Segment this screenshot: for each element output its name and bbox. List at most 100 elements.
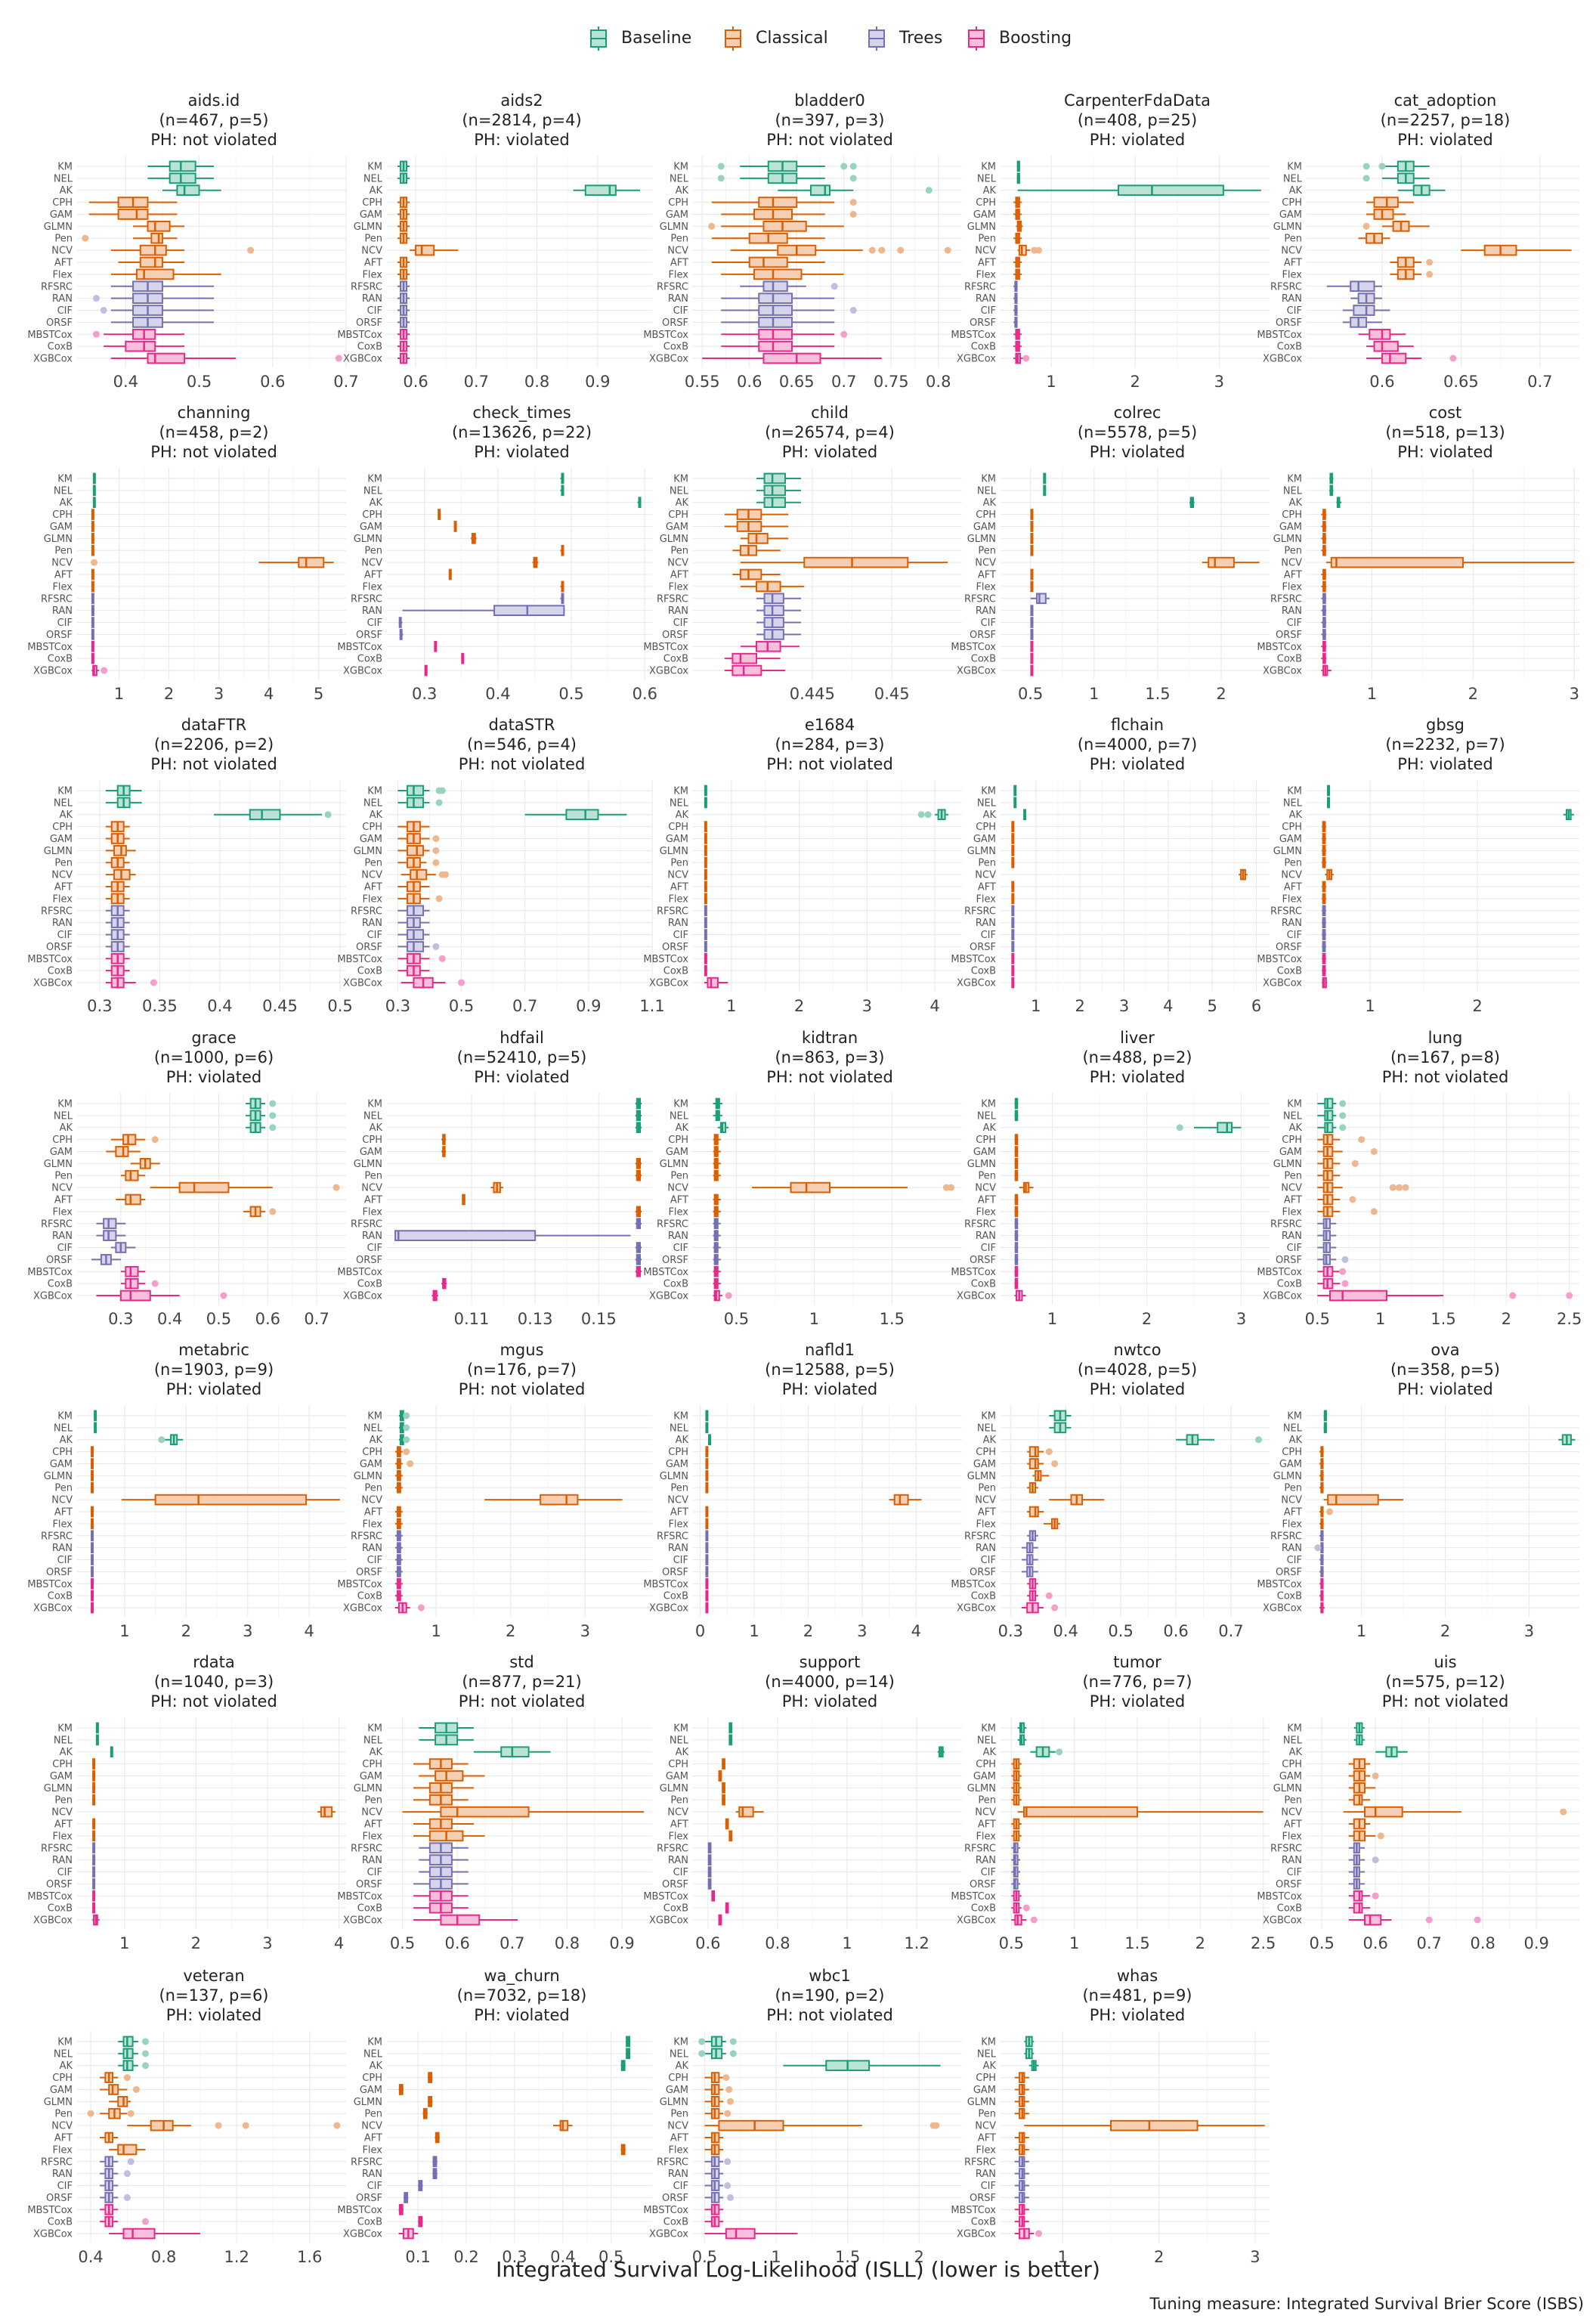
box-xgbcox: [398, 2228, 419, 2240]
box-gam: [441, 1146, 447, 1157]
x-tick-label: 4: [264, 685, 274, 703]
box-ncv: [740, 556, 948, 568]
row-label: AK: [370, 1747, 383, 1758]
box-mbstcox: [1321, 640, 1327, 652]
x-tick-label: 1: [1047, 1310, 1057, 1328]
x-tick-label: 4: [1163, 997, 1173, 1015]
row-label: RAN: [976, 605, 996, 617]
box-gam: [1011, 833, 1015, 844]
row-label: MBSTCox: [27, 1891, 73, 1902]
box-iqr: [117, 2144, 138, 2156]
box-rfsrc: [1321, 593, 1327, 605]
row-label: Flex: [362, 581, 382, 593]
row-label: Pen: [54, 546, 73, 557]
box-iqr: [758, 340, 793, 352]
box-cif: [1011, 1866, 1020, 1878]
box-ak: [756, 497, 802, 509]
box-iqr: [135, 268, 175, 280]
x-tick-label: 0.8: [926, 373, 951, 391]
box-flex: [397, 893, 443, 905]
panel-ph-status: PH: not violated: [459, 1692, 586, 1711]
box-cif: [397, 305, 410, 316]
row-label: AK: [60, 1747, 73, 1758]
box-iqr: [565, 809, 599, 821]
row-label: NEL: [363, 1735, 383, 1746]
box-ak: [1176, 1434, 1262, 1446]
box-km: [1049, 1410, 1072, 1422]
box-rfsrc: [635, 1218, 642, 1230]
row-label: RAN: [52, 1855, 73, 1866]
row-label: Pen: [364, 546, 382, 557]
box-gam: [398, 2084, 404, 2095]
box-mbstcox: [713, 1265, 721, 1277]
panel-ph-status: PH: violated: [474, 1068, 570, 1086]
row-label: ORSF: [662, 630, 688, 641]
legend-label: Boosting: [999, 29, 1072, 48]
x-tick-label: 0.8: [765, 1934, 790, 1952]
row-label: RAN: [976, 1855, 996, 1866]
row-label: MBSTCox: [951, 1891, 996, 1902]
outlier-point: [717, 175, 725, 182]
box-ran: [96, 1230, 126, 1241]
row-label: KM: [57, 2036, 73, 2048]
panel-ph-status: PH: not violated: [150, 1692, 277, 1711]
row-label: RFSRC: [1270, 593, 1302, 605]
outlier-point: [1389, 1184, 1396, 1191]
row-label: GAM: [973, 834, 996, 845]
box-iqr: [1028, 1458, 1039, 1469]
row-label: CPH: [976, 197, 996, 209]
row-label: NCV: [361, 1183, 382, 1194]
box-ncv: [1461, 244, 1572, 256]
row-label: Pen: [978, 234, 996, 245]
outlier-point: [151, 1136, 159, 1144]
box-iqr: [790, 1181, 831, 1194]
row-label: XGBCox: [343, 354, 382, 365]
row-label: XGBCox: [957, 1603, 996, 1615]
box-cif: [100, 2180, 119, 2191]
row-label: ORSF: [46, 1255, 73, 1266]
box-rfsrc: [432, 2156, 438, 2168]
x-tick-label: 0.35: [142, 997, 178, 1015]
box-orsf: [110, 317, 214, 328]
x-tick-label: 2: [1195, 1934, 1205, 1952]
box-rfsrc: [91, 1530, 94, 1542]
panel-ph-status: PH: not violated: [150, 443, 277, 461]
row-label: XGBCox: [1263, 978, 1302, 989]
row-label: Flex: [52, 1206, 73, 1218]
box-glmn: [1319, 1470, 1324, 1481]
box-cif: [1322, 929, 1326, 940]
row-label: NEL: [363, 1110, 383, 1122]
box-iqr: [762, 280, 788, 293]
row-label: CIF: [673, 2181, 688, 2192]
panel-title: wa_churn: [484, 1967, 559, 1986]
box-ncv: [553, 2119, 573, 2132]
box-iqr: [103, 1230, 117, 1241]
x-tick-label: 0.6: [444, 1934, 469, 1952]
box-cph: [704, 2072, 730, 2083]
row-label: ORSF: [662, 317, 688, 329]
row-label: NCV: [975, 870, 996, 881]
box-ncv: [1017, 1806, 1264, 1818]
box-cif: [705, 1554, 709, 1565]
panel-title: liver: [1120, 1029, 1155, 1047]
row-label: Pen: [670, 1171, 688, 1182]
box-km: [713, 1098, 722, 1110]
x-tick-label: 0.13: [518, 1310, 553, 1328]
box-aft: [448, 568, 452, 580]
box-ncv: [484, 1494, 623, 1506]
box-mbstcox: [704, 2203, 724, 2215]
box-gam: [721, 209, 857, 220]
panel-ph-status: PH: violated: [1090, 1692, 1186, 1711]
box-pen: [1014, 1169, 1019, 1181]
row-label: GLMN: [44, 2097, 73, 2108]
box-ak: [708, 1434, 711, 1446]
outlier-point: [91, 559, 98, 566]
box-flex: [105, 893, 130, 905]
x-tick-label: 0.75: [874, 373, 909, 391]
box-flex: [91, 580, 94, 593]
box-iqr: [407, 929, 425, 940]
box-iqr: [1329, 1289, 1387, 1302]
row-label: ORSF: [356, 630, 382, 641]
box-ncv: [401, 868, 450, 881]
panel-aids.id: aids.id(n=467, p=5)PH: not violatedKMNEL…: [27, 91, 358, 391]
